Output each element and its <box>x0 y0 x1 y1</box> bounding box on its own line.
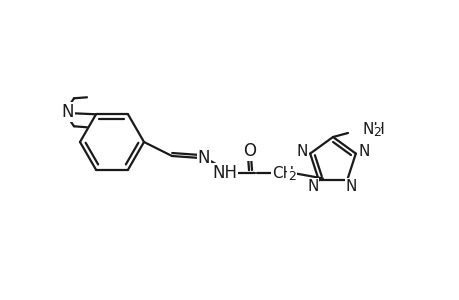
Text: CH: CH <box>271 166 293 181</box>
Text: NH: NH <box>362 122 385 136</box>
Text: N: N <box>197 149 210 167</box>
Text: 2: 2 <box>372 125 380 139</box>
Text: N: N <box>358 144 369 159</box>
Text: N: N <box>307 179 318 194</box>
Text: N: N <box>62 103 74 121</box>
Text: N: N <box>345 179 356 194</box>
Text: N: N <box>296 144 307 159</box>
Text: 2: 2 <box>287 169 295 182</box>
Text: NH: NH <box>212 164 237 182</box>
Text: O: O <box>243 142 256 160</box>
